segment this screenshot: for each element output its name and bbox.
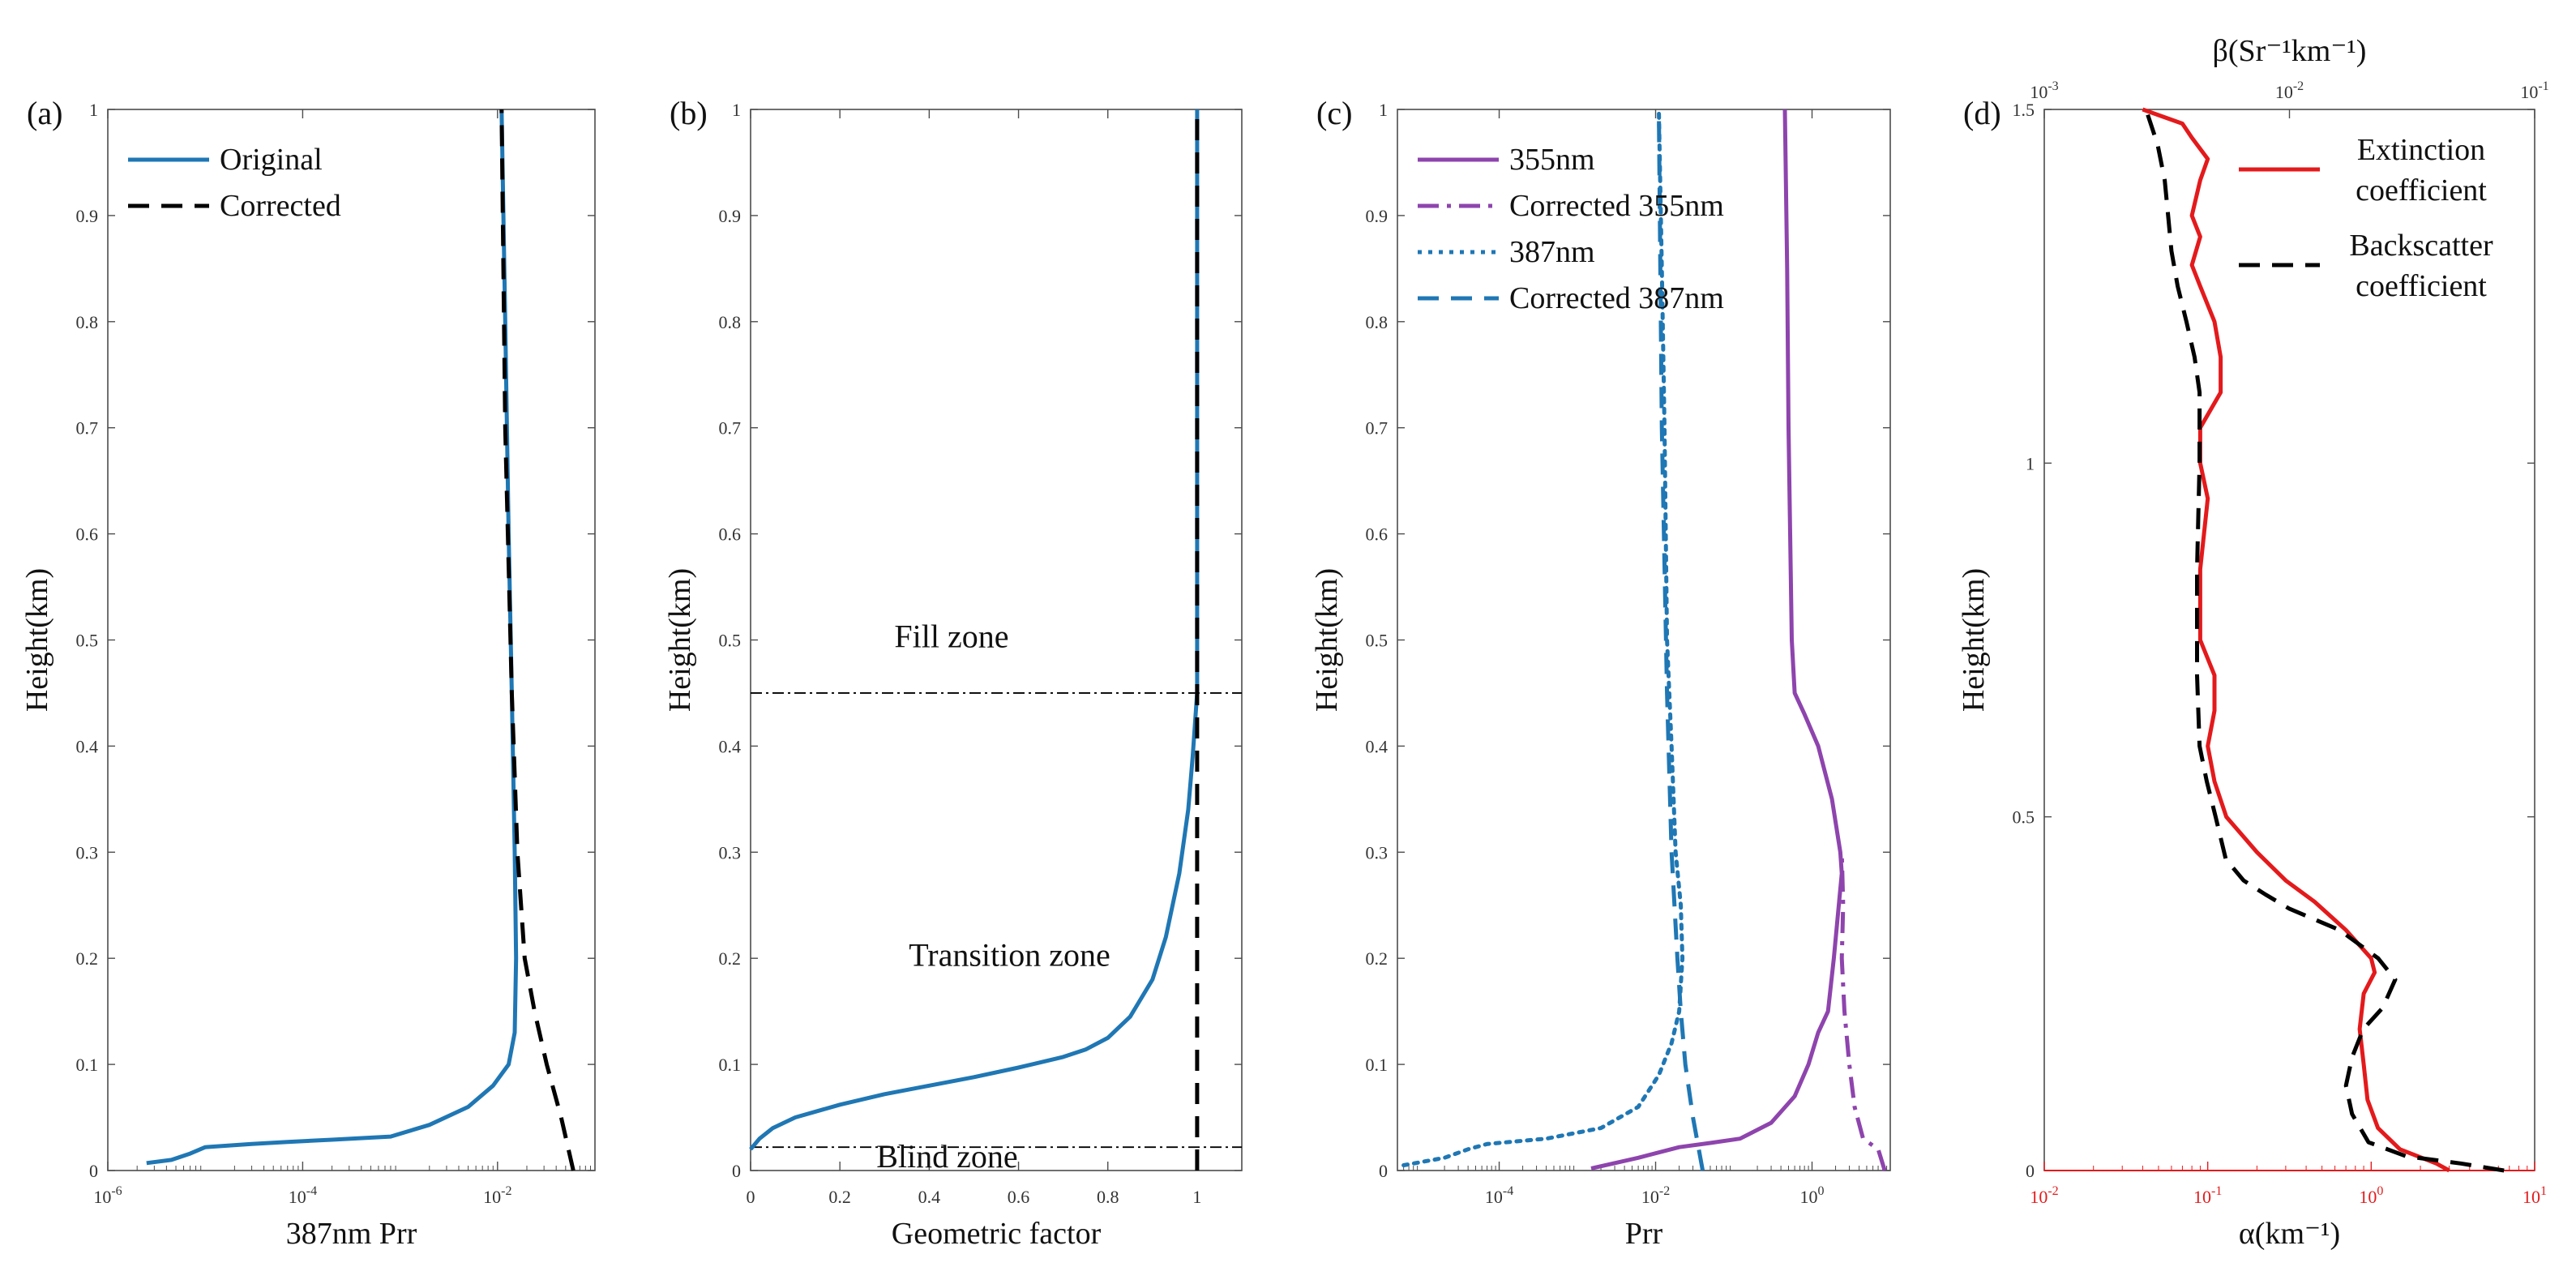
x-tick-label: 10-4 [289, 1184, 317, 1207]
top-x-tick-label: 10-3 [2030, 79, 2058, 102]
x-tick-label: 10-4 [1485, 1184, 1513, 1207]
panel-4: 0 0.5 1 1.5 10-2 10-1 100 101 10-3 10-2 10-1 β(Sr⁻¹… [1957, 34, 2549, 1251]
legend-label: coefficient [2356, 269, 2487, 303]
top-x-tick-label: 10-1 [2520, 79, 2548, 102]
series-line-1 [749, 109, 1200, 1151]
y-tick-label: 0.1 [76, 1055, 99, 1075]
legend-label: Backscatter [2349, 229, 2493, 263]
y-tick-label: 0.3 [719, 842, 742, 862]
y-axis-label: Height(km) [1957, 568, 1991, 712]
y-tick-label: 0.2 [1366, 948, 1389, 969]
plot-frame [107, 109, 596, 1171]
plot-frame [1397, 109, 1891, 1171]
zone-annotation: Blind zone [876, 1138, 1017, 1175]
series-line-2 [1839, 852, 1887, 1171]
y-tick-label: 0.3 [76, 842, 99, 862]
y-tick-label: 0.5 [76, 631, 99, 651]
x-tick-label: 100 [2359, 1184, 2383, 1207]
legend-label: Original [220, 143, 323, 177]
y-tick-label: 0.2 [719, 948, 742, 969]
x-tick-label: 0 [747, 1187, 755, 1207]
y-tick-label: 0.6 [1366, 524, 1389, 545]
x-axis-label: Geometric factor [892, 1217, 1102, 1251]
x-tick-label: 0.6 [1008, 1187, 1030, 1207]
x-tick-label: 10-6 [93, 1184, 122, 1207]
y-tick-label: 0.3 [1366, 842, 1389, 862]
legend-label: Extinction [2357, 133, 2485, 167]
panel-3: 0 0.1 0.2 0.3 0.4 0.5 0.6 0.7 0.8 0.9 1 10-4 10-2 100… [1310, 95, 1891, 1251]
y-tick-label: 0.9 [76, 206, 99, 226]
y-tick-label: 0.5 [2013, 807, 2035, 828]
zone-annotation: Fill zone [894, 618, 1008, 655]
y-tick-label: 0 [1379, 1161, 1388, 1181]
x-tick-label: 10-2 [483, 1184, 511, 1207]
y-tick-label: 0 [2026, 1161, 2035, 1181]
legend-label: 355nm [1509, 143, 1595, 177]
x-axis-label: α(km⁻¹) [2239, 1217, 2340, 1251]
series-line-2 [499, 109, 576, 1171]
x-tick-label: 101 [2523, 1184, 2547, 1207]
x-tick-label: 0.2 [828, 1187, 851, 1207]
series-line-1 [1590, 109, 1844, 1171]
y-tick-label: 0.8 [76, 312, 99, 332]
panel-label: (d) [1963, 95, 2001, 131]
legend-label: coefficient [2356, 173, 2487, 208]
y-tick-label: 0.4 [76, 736, 99, 756]
y-axis-label: Height(km) [663, 568, 697, 712]
y-tick-label: 0.9 [1366, 206, 1389, 226]
y-tick-label: 0.5 [719, 631, 742, 651]
panel-1: 0 0.1 0.2 0.3 0.4 0.5 0.6 0.7 0.8 0.9 1 10-6 10-4 10-… [20, 95, 596, 1251]
x-tick-label: 0.8 [1097, 1187, 1119, 1207]
y-axis-label: Height(km) [1310, 568, 1344, 712]
y-tick-label: 0.1 [1366, 1055, 1389, 1075]
x-axis-label: Prr [1625, 1217, 1663, 1251]
x-tick-label: 10-2 [1641, 1184, 1670, 1207]
x-axis-label: 387nm Prr [286, 1217, 417, 1251]
legend-label: Corrected [220, 189, 341, 223]
top-x-axis-label: β(Sr⁻¹km⁻¹) [2213, 34, 2367, 68]
series-line-1 [146, 109, 519, 1166]
panel-label: (c) [1316, 95, 1352, 131]
y-tick-label: 1 [732, 100, 741, 120]
panel-label: (a) [27, 95, 62, 131]
y-tick-label: 0.8 [719, 312, 742, 332]
y-tick-label: 0.6 [76, 524, 99, 545]
top-x-tick-label: 10-2 [2275, 79, 2304, 102]
x-tick-label: 10-1 [2193, 1184, 2222, 1207]
y-tick-label: 1 [1379, 100, 1388, 120]
panel-2: 0 0.1 0.2 0.3 0.4 0.5 0.6 0.7 0.8 0.9 1 0 0.2 0.4 0.6 0… [663, 95, 1243, 1251]
series-line-3 [1401, 107, 1685, 1167]
y-axis-label: Height(km) [20, 568, 54, 712]
y-tick-label: 0.7 [1366, 418, 1389, 439]
y-tick-label: 0.4 [719, 736, 742, 756]
y-tick-label: 0.9 [719, 206, 742, 226]
y-tick-label: 0 [89, 1161, 98, 1181]
zone-annotation: Transition zone [909, 936, 1110, 973]
y-tick-label: 1 [89, 100, 98, 120]
legend-label: Corrected 355nm [1509, 189, 1724, 223]
y-tick-label: 0.7 [76, 418, 99, 439]
legend-label: 387nm [1509, 235, 1595, 269]
y-tick-label: 0.5 [1366, 631, 1389, 651]
x-tick-label: 10-2 [2030, 1184, 2058, 1207]
y-tick-label: 0.7 [719, 418, 742, 439]
x-tick-label: 0.4 [918, 1187, 941, 1207]
panel-label: (b) [670, 95, 708, 131]
y-tick-label: 0.1 [719, 1055, 742, 1075]
y-tick-label: 0.4 [1366, 736, 1389, 756]
y-tick-label: 0.8 [1366, 312, 1389, 332]
x-tick-label: 1 [1192, 1187, 1201, 1207]
y-tick-label: 0.2 [76, 948, 99, 969]
y-tick-label: 0 [732, 1161, 741, 1181]
y-tick-label: 0.6 [719, 524, 742, 545]
legend-label: Corrected 387nm [1509, 281, 1724, 315]
y-tick-label: 1.5 [2013, 100, 2035, 120]
series-line-4 [1657, 109, 1705, 1171]
x-tick-label: 100 [1800, 1184, 1825, 1207]
series-line-2 [2144, 109, 2505, 1173]
y-tick-label: 1 [2026, 453, 2035, 473]
